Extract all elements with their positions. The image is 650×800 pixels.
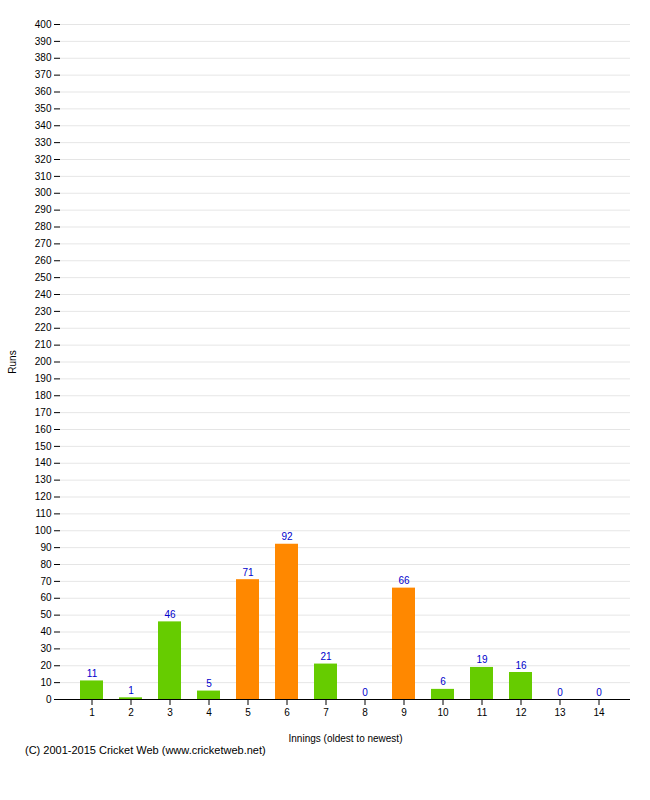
svg-text:11: 11	[87, 668, 98, 679]
svg-text:92: 92	[281, 531, 293, 542]
svg-text:0: 0	[557, 687, 563, 698]
svg-text:80: 80	[40, 559, 52, 570]
svg-text:370: 370	[35, 69, 52, 80]
svg-text:7: 7	[323, 707, 329, 718]
svg-text:0: 0	[362, 687, 368, 698]
svg-text:19: 19	[476, 654, 488, 665]
svg-text:66: 66	[398, 575, 410, 586]
svg-text:250: 250	[35, 272, 52, 283]
svg-text:260: 260	[35, 255, 52, 266]
svg-text:14: 14	[593, 707, 605, 718]
svg-text:60: 60	[40, 592, 52, 603]
svg-text:6: 6	[284, 707, 290, 718]
svg-text:340: 340	[35, 120, 52, 131]
svg-text:Runs: Runs	[7, 350, 18, 373]
svg-text:130: 130	[35, 474, 52, 485]
svg-text:8: 8	[362, 707, 368, 718]
svg-text:10: 10	[437, 707, 449, 718]
svg-text:150: 150	[35, 441, 52, 452]
svg-text:270: 270	[35, 238, 52, 249]
svg-text:240: 240	[35, 289, 52, 300]
svg-text:46: 46	[164, 609, 176, 620]
svg-text:5: 5	[206, 678, 212, 689]
svg-text:5: 5	[245, 707, 251, 718]
svg-text:20: 20	[40, 660, 52, 671]
svg-text:9: 9	[401, 707, 407, 718]
svg-text:110: 110	[36, 508, 52, 519]
svg-text:4: 4	[206, 707, 212, 718]
svg-text:330: 330	[35, 137, 52, 148]
svg-text:190: 190	[35, 373, 52, 384]
svg-text:2: 2	[128, 707, 134, 718]
svg-text:100: 100	[35, 525, 52, 536]
svg-text:140: 140	[35, 457, 52, 468]
svg-text:21: 21	[320, 651, 332, 662]
svg-text:120: 120	[35, 491, 52, 502]
svg-text:12: 12	[515, 707, 527, 718]
svg-text:71: 71	[242, 567, 254, 578]
svg-text:300: 300	[35, 187, 52, 198]
html-text:(C) 2001-2015 Cricket Web (www: (C) 2001-2015 Cricket Web (www.cricketwe…	[25, 744, 266, 756]
svg-text:210: 210	[35, 339, 52, 350]
svg-text:290: 290	[35, 204, 52, 215]
svg-text:380: 380	[35, 52, 52, 63]
svg-text:400: 400	[35, 19, 52, 30]
svg-text:310: 310	[35, 171, 52, 182]
svg-text:6: 6	[440, 676, 446, 687]
svg-text:10: 10	[40, 677, 52, 688]
svg-text:30: 30	[40, 643, 52, 654]
svg-text:180: 180	[35, 390, 52, 401]
svg-text:320: 320	[35, 154, 52, 165]
svg-text:13: 13	[554, 707, 566, 718]
svg-text:70: 70	[40, 576, 52, 587]
svg-text:50: 50	[40, 609, 52, 620]
svg-text:Innings (oldest to newest): Innings (oldest to newest)	[289, 733, 403, 744]
svg-text:16: 16	[515, 660, 527, 671]
svg-text:160: 160	[35, 424, 52, 435]
svg-text:1: 1	[128, 685, 134, 696]
svg-text:1: 1	[89, 707, 95, 718]
svg-text:390: 390	[35, 36, 52, 47]
svg-text:280: 280	[35, 221, 52, 232]
svg-text:170: 170	[35, 407, 52, 418]
svg-text:230: 230	[35, 306, 52, 317]
svg-text:0: 0	[46, 694, 52, 705]
svg-text:11: 11	[477, 707, 488, 718]
svg-text:90: 90	[40, 542, 52, 553]
svg-text:0: 0	[596, 687, 602, 698]
svg-text:3: 3	[167, 707, 173, 718]
svg-text:220: 220	[35, 322, 52, 333]
svg-text:40: 40	[40, 626, 52, 637]
svg-text:200: 200	[35, 356, 52, 367]
svg-text:360: 360	[35, 86, 52, 97]
svg-text:350: 350	[35, 103, 52, 114]
